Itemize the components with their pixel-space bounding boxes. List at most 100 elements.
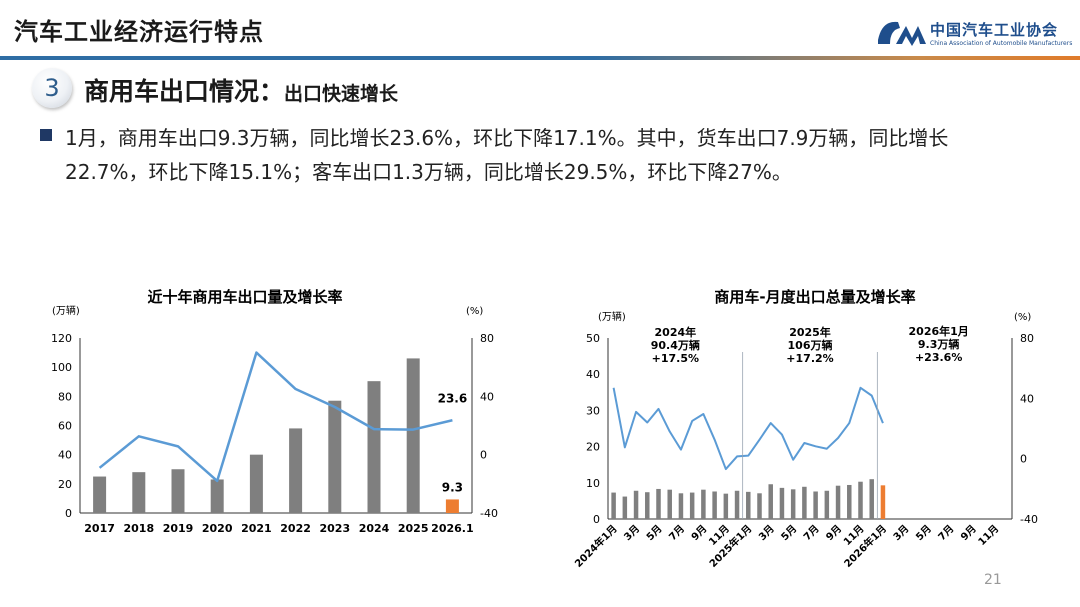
caam-logo-icon [878, 21, 926, 46]
x-tick-label: 2020 [202, 522, 233, 535]
bar [210, 479, 224, 513]
left-tick-label: 80 [58, 390, 72, 403]
year-annotation: 106万辆 [788, 338, 833, 352]
x-tick-label: 5月 [779, 523, 799, 543]
right-axis-unit: (%) [1014, 312, 1031, 323]
left-tick-label: 60 [58, 420, 72, 433]
x-tick-label: 2025 [398, 522, 429, 535]
page-number: 21 [984, 572, 1002, 588]
year-annotation: 90.4万辆 [651, 338, 700, 352]
x-tick-label: 2023 [319, 522, 350, 535]
bar [813, 491, 818, 519]
bar [406, 358, 420, 513]
caam-logo: 中国汽车工业协会 China Association of Automobile… [876, 18, 1076, 52]
year-annotation: 2025年 [789, 325, 831, 339]
section-title: 商用车出口情况：出口快速增长 [84, 72, 398, 108]
left-tick-label: 30 [586, 404, 600, 417]
right-tick-label: 0 [480, 449, 487, 462]
year-annotation: +23.6% [915, 351, 962, 364]
x-tick-label: 2026.1 [431, 522, 473, 535]
bar [667, 489, 672, 519]
bar [779, 487, 785, 519]
left-tick-label: 20 [58, 478, 72, 491]
bar [712, 491, 717, 519]
bar [858, 481, 863, 519]
right-tick-label: 80 [480, 332, 494, 345]
bar [289, 428, 303, 513]
left-axis-unit: (万辆) [52, 304, 80, 317]
slide-header-title: 汽车工业经济运行特点 [14, 18, 264, 46]
year-annotation: 9.3万辆 [918, 337, 960, 351]
left-tick-label: 10 [586, 477, 600, 490]
bar [132, 472, 146, 513]
section-subtitle: 出口快速增长 [284, 83, 399, 105]
x-tick-label: 3月 [622, 523, 642, 543]
year-annotation: 2026年1月 [909, 324, 969, 338]
bar [734, 490, 740, 519]
year-annotation: +17.2% [786, 352, 833, 365]
left-tick-label: 40 [586, 368, 600, 381]
header-divider [0, 56, 1080, 60]
bar-data-label: 9.3 [442, 480, 463, 494]
section-number-badge: 3 [32, 68, 72, 108]
x-tick-label: 5月 [644, 523, 664, 543]
bar [367, 381, 381, 513]
right-tick-label: -40 [480, 507, 498, 520]
bar [723, 493, 729, 519]
bar [869, 479, 874, 519]
bar [790, 489, 796, 519]
x-tick-label: 2024年1月 [572, 522, 620, 570]
bullet-square-icon [40, 129, 52, 141]
logo-name-cn: 中国汽车工业协会 [930, 21, 1059, 39]
right-tick-label: -40 [1020, 513, 1038, 526]
bar [611, 492, 616, 519]
bar [645, 492, 650, 519]
growth-line [98, 351, 453, 483]
left-tick-label: 40 [58, 449, 72, 462]
x-tick-label: 2018 [123, 522, 154, 535]
right-tick-label: 40 [480, 390, 494, 403]
chart-annual-export: 近十年商用车出口量及增长率 (万辆) (%) 0 20 40 60 80 100 120 -4… [51, 288, 498, 535]
x-tick-label: 2024 [359, 522, 390, 535]
year-annotation: +17.5% [652, 352, 699, 365]
bar [847, 484, 852, 519]
left-tick-label: 0 [65, 507, 72, 520]
bar [249, 454, 263, 513]
left-axis-unit: (万辆) [598, 310, 626, 323]
line-data-label: 23.6 [438, 391, 468, 405]
bar [757, 493, 762, 519]
bar [656, 488, 661, 519]
bar [880, 485, 886, 519]
bar [678, 493, 684, 519]
chart-title: 近十年商用车出口量及增长率 [147, 288, 342, 306]
x-tick-label: 7月 [936, 523, 956, 543]
bar [633, 490, 639, 519]
x-tick-label: 5月 [913, 523, 933, 543]
x-tick-label: 2019 [163, 522, 194, 535]
logo-name-en: China Association of Automobile Manufact… [930, 40, 1073, 47]
x-tick-label: 3月 [891, 523, 911, 543]
x-tick-label: 2017 [84, 522, 115, 535]
x-tick-label: 7月 [667, 523, 687, 543]
x-tick-label: 2022 [280, 522, 311, 535]
x-tick-label: 3月 [756, 523, 776, 543]
bar [746, 491, 751, 519]
right-tick-label: 0 [1020, 453, 1027, 466]
left-tick-label: 50 [586, 332, 600, 345]
left-tick-label: 120 [51, 332, 72, 345]
bar [835, 485, 841, 519]
left-tick-label: 100 [51, 361, 72, 374]
bar [445, 499, 459, 513]
bullet-text-line2: 22.7%，环比下降15.1%；客车出口1.3万辆，同比增长29.5%，环比下降… [65, 160, 792, 184]
right-tick-label: 80 [1020, 332, 1034, 345]
bar [824, 490, 830, 519]
year-annotation: 2024年 [655, 325, 697, 339]
bar [701, 489, 706, 519]
bar [802, 486, 807, 519]
chart-monthly-export: 商用车-月度出口总量及增长率 (万辆) (%) 0 10 20 30 40 50 -40 0 4… [572, 288, 1038, 570]
chart-title: 商用车-月度出口总量及增长率 [714, 288, 915, 306]
x-tick-label: 7月 [801, 523, 821, 543]
bar [768, 484, 773, 519]
left-tick-label: 0 [593, 513, 600, 526]
bullet-text-line1: 1月，商用车出口9.3万辆，同比增长23.6%，环比下降17.1%。其中，货车出… [65, 126, 949, 150]
